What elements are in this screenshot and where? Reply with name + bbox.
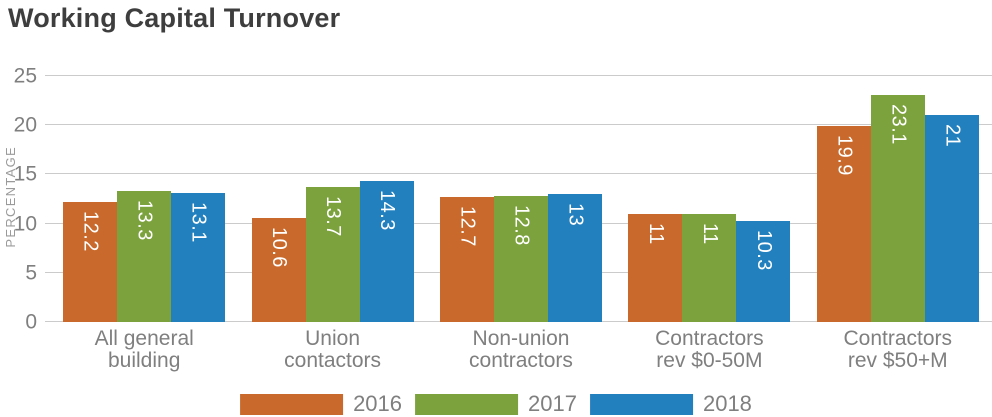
bar-2017: 23.1 [870, 94, 925, 322]
bar-value-label: 13.7 [322, 196, 345, 238]
legend-swatch [415, 393, 519, 415]
legend-label: 2018 [702, 391, 752, 416]
legend-label: 2016 [353, 391, 403, 416]
bar-value-label: 10.6 [268, 226, 291, 268]
bar-group-bars: 19.9 23.1 21 [816, 76, 979, 322]
bar-value-label: 13.1 [187, 202, 210, 244]
category-label: Contractors rev $50+M [843, 327, 953, 372]
bar-value-label: 14.3 [376, 190, 399, 232]
bar-group: 19.9 23.1 21 Contractors rev $50+M [804, 76, 992, 372]
y-tick-label: 10 [13, 212, 37, 236]
bar-2017: 11 [682, 213, 737, 322]
bar-2017: 13.3 [117, 191, 172, 322]
legend-swatch [589, 393, 693, 415]
bar-value-label: 19.9 [833, 135, 856, 177]
bar-value-label: 23.1 [887, 103, 910, 145]
bar-2016: 19.9 [816, 126, 871, 322]
bar-value-label: 12.7 [456, 206, 479, 247]
bar-2016: 10.6 [251, 217, 306, 322]
bar-value-label: 12.2 [79, 210, 102, 252]
chart-title: Working Capital Turnover [8, 3, 341, 33]
legend-item-2017: 2017 [415, 393, 577, 415]
bar-value-label: 13.3 [133, 200, 156, 242]
category-label: Union contactors [284, 327, 382, 372]
bar-group: 12.2 13.3 13.1 All general building [50, 76, 238, 372]
category-label: All general building [94, 327, 194, 372]
gridline [45, 173, 992, 175]
legend-item-2016: 2016 [240, 393, 402, 415]
bar-2016: 11 [628, 213, 683, 322]
legend-item-2018: 2018 [589, 391, 752, 416]
bar-group-bars: 12.2 13.3 13.1 [63, 76, 226, 322]
bar-value-label: 11 [698, 222, 721, 245]
category-label: Contractors rev $0-50M [655, 327, 764, 372]
bar-value-label: 10.3 [752, 229, 775, 271]
category-label: Non-union contractors [469, 327, 573, 372]
bar-2016: 12.2 [63, 201, 118, 322]
bar-2018: 14.3 [359, 181, 414, 322]
bar-2018: 13.1 [171, 193, 226, 322]
gridline [45, 75, 992, 76]
bar-group-bars: 11 11 10.3 [628, 76, 791, 322]
plot-area: 0 5 10 15 20 25 12.2 13.3 13.1 All general buildi… [14, 66, 992, 372]
legend: 2016 2017 2018 [240, 393, 752, 415]
y-tick-label: 5 [25, 261, 37, 285]
bar-2018: 21 [924, 115, 979, 322]
bar-group: 10.6 13.7 14.3 Union contactors [238, 76, 426, 372]
legend-label: 2017 [528, 391, 577, 416]
bar-group-bars: 12.7 12.8 13 [439, 76, 602, 322]
bar-2017: 12.8 [493, 196, 548, 322]
legend-swatch [240, 393, 344, 415]
bar-2018: 13 [547, 194, 602, 322]
bar-group: 11 11 10.3 Contractors rev $0-50M [615, 76, 803, 372]
bar-group: 12.7 12.8 13 Non-union contractors [427, 76, 615, 372]
bar-group-bars: 10.6 13.7 14.3 [251, 76, 414, 322]
bar-value-label: 21 [941, 124, 964, 148]
bar-value-label: 12.8 [510, 205, 533, 246]
gridline [45, 124, 992, 126]
bar-2017: 13.7 [305, 187, 360, 322]
y-tick-label: 25 [13, 64, 37, 88]
y-tick-label: 0 [25, 310, 37, 334]
y-tick-label: 15 [13, 162, 37, 186]
y-tick-label: 20 [13, 113, 37, 137]
bar-2016: 12.7 [439, 197, 494, 322]
bar-value-label: 11 [644, 222, 667, 245]
bar-value-label: 13 [564, 203, 587, 227]
bar-2018: 10.3 [736, 220, 791, 322]
